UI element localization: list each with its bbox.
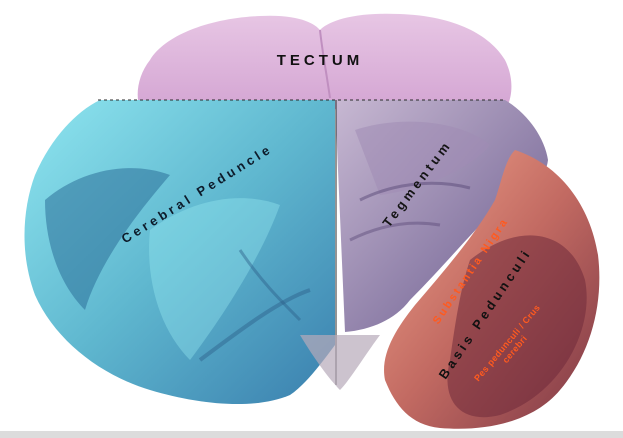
bottom-border	[0, 431, 623, 438]
tectum-label: TECTUM	[276, 52, 364, 69]
